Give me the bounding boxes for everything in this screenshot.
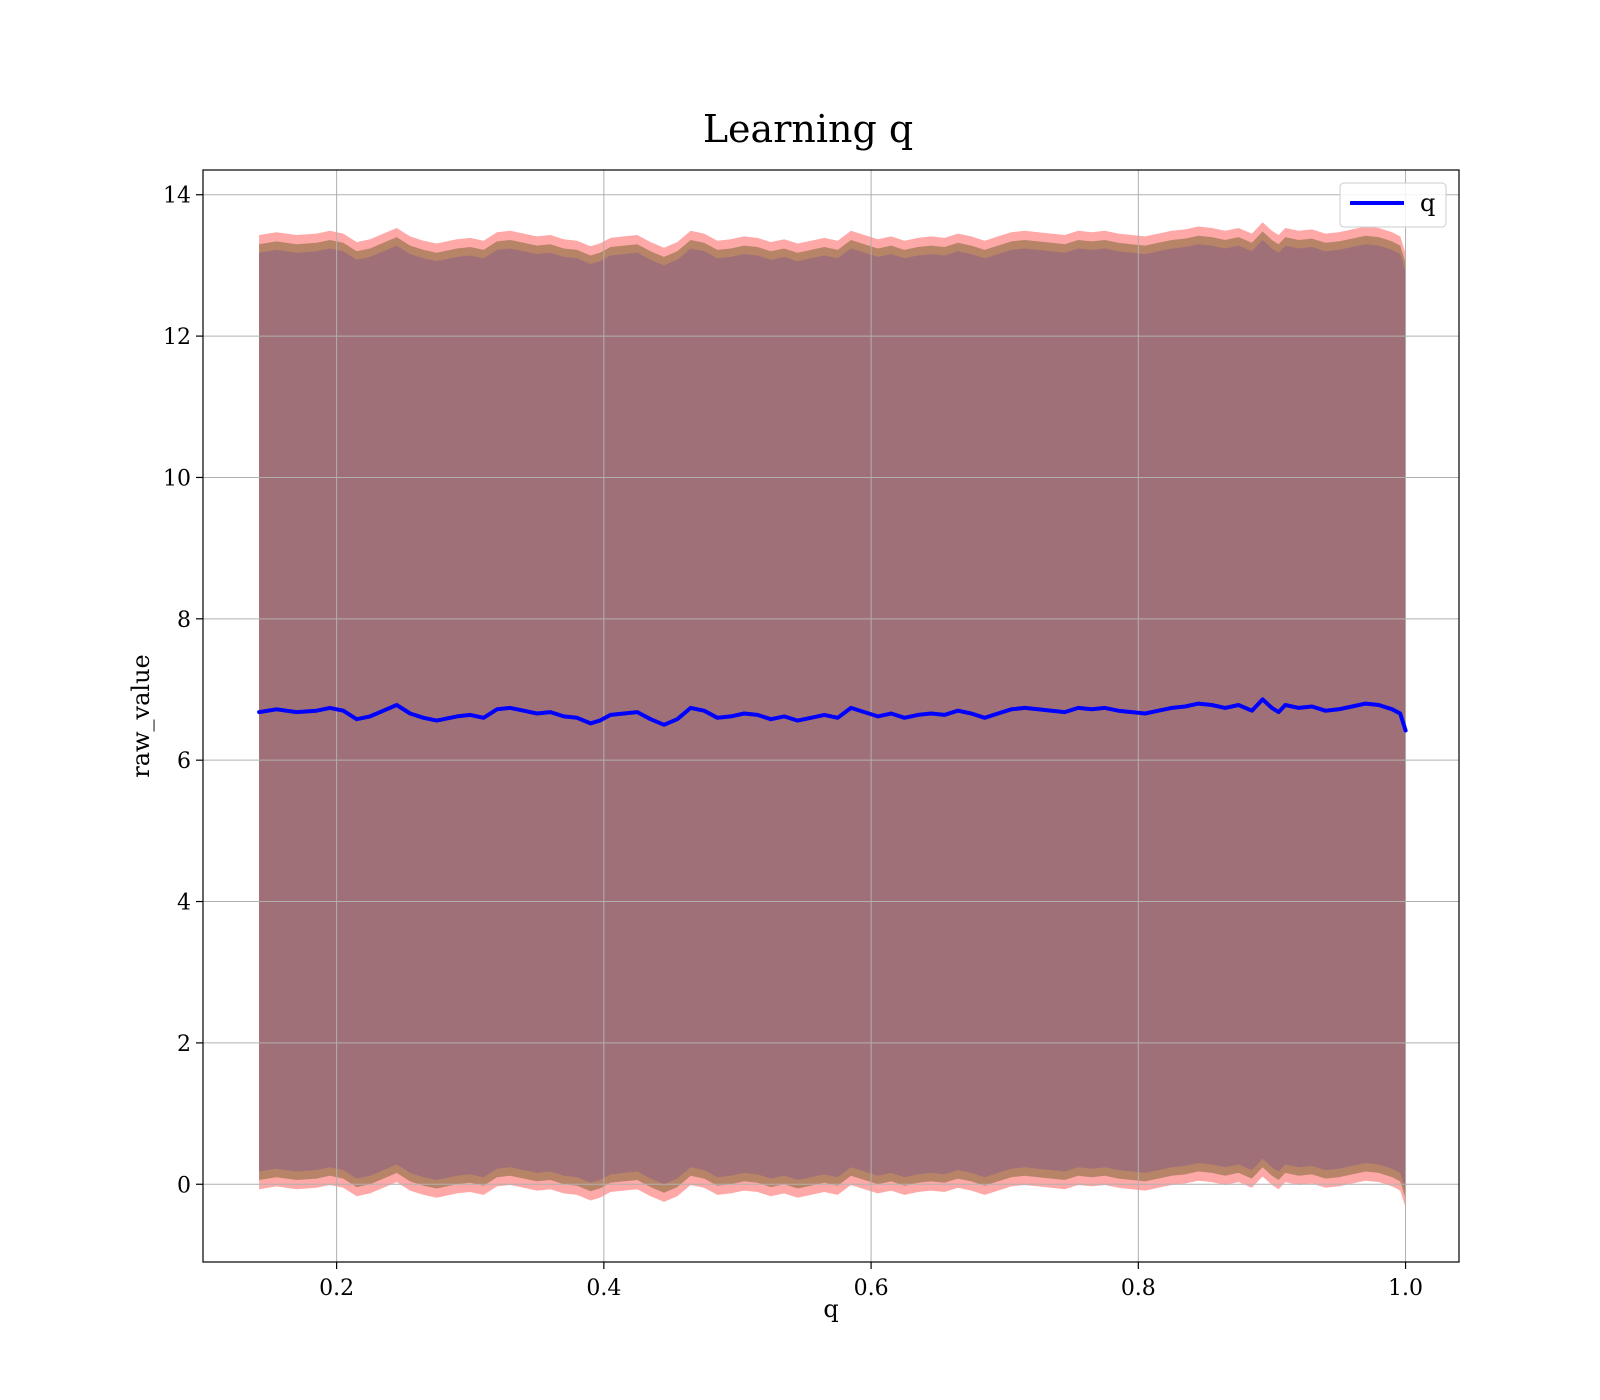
series-line-q (257, 697, 1408, 733)
y-axis-ticks: 0 2 4 6 8 10 12 14 (163, 184, 203, 1198)
y-tick-label: 8 (177, 608, 191, 633)
x-axis-ticks: 0.2 0.4 0.6 0.8 1.0 (319, 1262, 1423, 1301)
x-tick-label: 0.6 (854, 1276, 889, 1301)
grid-lines (203, 170, 1459, 1262)
y-tick-label: 4 (177, 891, 191, 916)
y-tick-label: 0 (177, 1173, 191, 1198)
y-tick-label: 14 (163, 184, 191, 209)
legend: q (1339, 182, 1447, 228)
x-tick-label: 0.2 (319, 1276, 354, 1301)
x-tick-label: 0.4 (586, 1276, 621, 1301)
chart-title: Learning q (703, 107, 913, 151)
y-tick-label: 2 (177, 1032, 191, 1057)
x-axis-label: q (823, 1295, 838, 1323)
x-tick-label: 1.0 (1388, 1276, 1423, 1301)
y-tick-label: 10 (163, 466, 191, 491)
series-line-group (257, 697, 1408, 733)
y-axis-label: raw_value (127, 654, 155, 778)
x-tick-label: 0.8 (1121, 1276, 1156, 1301)
legend-label-q: q (1420, 189, 1435, 217)
y-tick-label: 6 (177, 749, 191, 774)
y-tick-label: 12 (163, 325, 191, 350)
plot-frame (202, 169, 1460, 1263)
